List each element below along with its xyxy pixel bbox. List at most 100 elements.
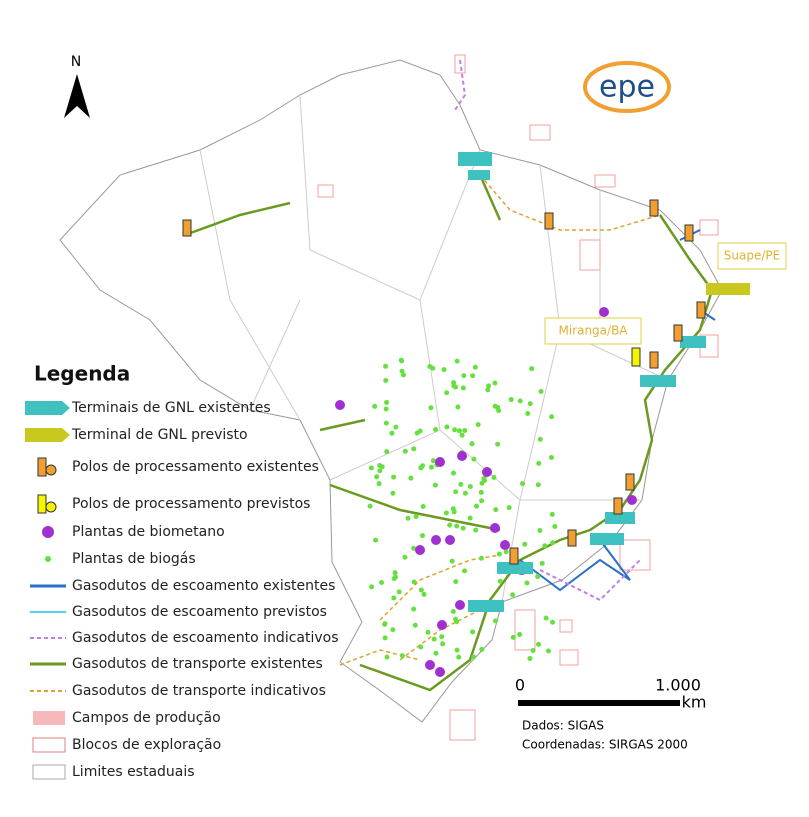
biomethane-plant (457, 451, 467, 461)
biogas-plant (384, 399, 390, 405)
biogas-plant (525, 411, 531, 417)
biogas-plant (550, 540, 556, 546)
biogas-plant (433, 650, 439, 656)
biogas-plant (458, 481, 464, 487)
legend-title: Legenda (34, 362, 130, 386)
logo: epe (599, 70, 655, 105)
north-label: N (71, 54, 81, 70)
biogas-plant (524, 580, 530, 586)
biogas-plant (472, 364, 478, 370)
biogas-plant (369, 584, 375, 590)
biogas-plant (414, 430, 420, 436)
biogas-plant (399, 368, 405, 374)
legend-label: Gasodutos de escoamento existentes (72, 578, 335, 594)
biogas-plant (391, 474, 397, 480)
biogas-plant (537, 528, 543, 534)
credit: Dados: SIGAS (522, 719, 604, 733)
biogas-plant (411, 579, 417, 585)
biogas-plant (439, 634, 445, 640)
credit: Coordenadas: SIRGAS 2000 (522, 738, 688, 752)
annotation: Miranga/BA (558, 324, 628, 338)
processing-poles (182, 199, 706, 565)
terminals (458, 152, 750, 612)
biogas-plant (390, 627, 396, 633)
biogas-plant (471, 654, 477, 660)
biogas-plant (549, 414, 555, 420)
biogas-plant (549, 511, 555, 517)
biogas-plant (405, 515, 411, 521)
biogas-plant (433, 427, 439, 433)
biogas-plant (379, 579, 385, 585)
biogas-plant (377, 468, 383, 474)
scale-end: 1.000 (655, 676, 701, 695)
biogas-plant (542, 543, 548, 549)
annotation-boxes (544, 242, 787, 345)
biogas-plant (492, 618, 498, 624)
biogas-plant (471, 456, 477, 462)
biogas-plant (374, 474, 380, 480)
biogas-plant (467, 515, 473, 521)
biomethane-plant (335, 400, 345, 410)
biogas-plant (408, 475, 414, 481)
legend-label: Gasodutos de escoamento indicativos (72, 630, 339, 646)
biogas-plant (491, 474, 497, 480)
biogas-plant (391, 595, 397, 601)
biogas-plant (382, 621, 388, 627)
biogas-plant (383, 420, 389, 426)
biogas-plant (393, 424, 399, 430)
biogas-plant (449, 558, 455, 564)
biogas-plant (411, 606, 417, 612)
biogas-plant (384, 449, 390, 455)
biogas-plant (413, 514, 419, 520)
biogas-plant (392, 570, 398, 576)
biogas-plant (420, 503, 426, 509)
biomethane-plant (415, 545, 425, 555)
biogas-plant (383, 363, 389, 369)
biogas-plant (469, 441, 475, 447)
biogas-plant (461, 373, 467, 379)
scale-unit: km (682, 693, 707, 712)
biomethane-plant (627, 495, 637, 505)
biogas-plant (517, 398, 523, 404)
biogas-plant (535, 482, 541, 488)
biomethane-plant (437, 620, 447, 630)
biogas-plant (392, 574, 398, 580)
legend-label: Terminais de GNL existentes (71, 400, 271, 416)
biogas-plant (479, 646, 485, 652)
biogas-plant (536, 460, 542, 466)
biogas-plant (510, 634, 516, 640)
biogas-plant (460, 525, 466, 531)
biomethane-plant (435, 457, 445, 467)
biogas-plant (486, 383, 492, 389)
biogas-plant (473, 503, 479, 509)
biogas-plant (450, 609, 456, 615)
biogas-plant (402, 554, 408, 560)
biogas-plant (454, 647, 460, 653)
legend-symbol (37, 494, 47, 514)
biogas-plant (497, 578, 503, 584)
biogas-plant (473, 527, 479, 533)
biogas-plant (460, 385, 466, 391)
biogas-plant (447, 522, 453, 528)
biogas-plant (459, 432, 465, 438)
legend-symbol (45, 556, 51, 562)
biogas-plant (373, 537, 379, 543)
biogas-plant (456, 428, 462, 434)
biogas-plant (428, 405, 434, 411)
biogas-plant (421, 591, 427, 597)
biogas-plant (475, 422, 481, 428)
legend-label: Blocos de exploração (72, 737, 221, 753)
biomethane-plant (425, 660, 435, 670)
biogas-plant (382, 635, 388, 641)
biogas-plant (496, 408, 502, 414)
biogas-plant (431, 636, 437, 642)
transport-pipelines (184, 174, 714, 692)
biogas-plant (412, 622, 418, 628)
biogas-plant (452, 616, 458, 622)
biomethane-plant (455, 600, 465, 610)
biogas-plant (537, 436, 543, 442)
biogas-plant (372, 403, 378, 409)
biogas-plant (418, 644, 424, 650)
biogas-plant (462, 490, 468, 496)
